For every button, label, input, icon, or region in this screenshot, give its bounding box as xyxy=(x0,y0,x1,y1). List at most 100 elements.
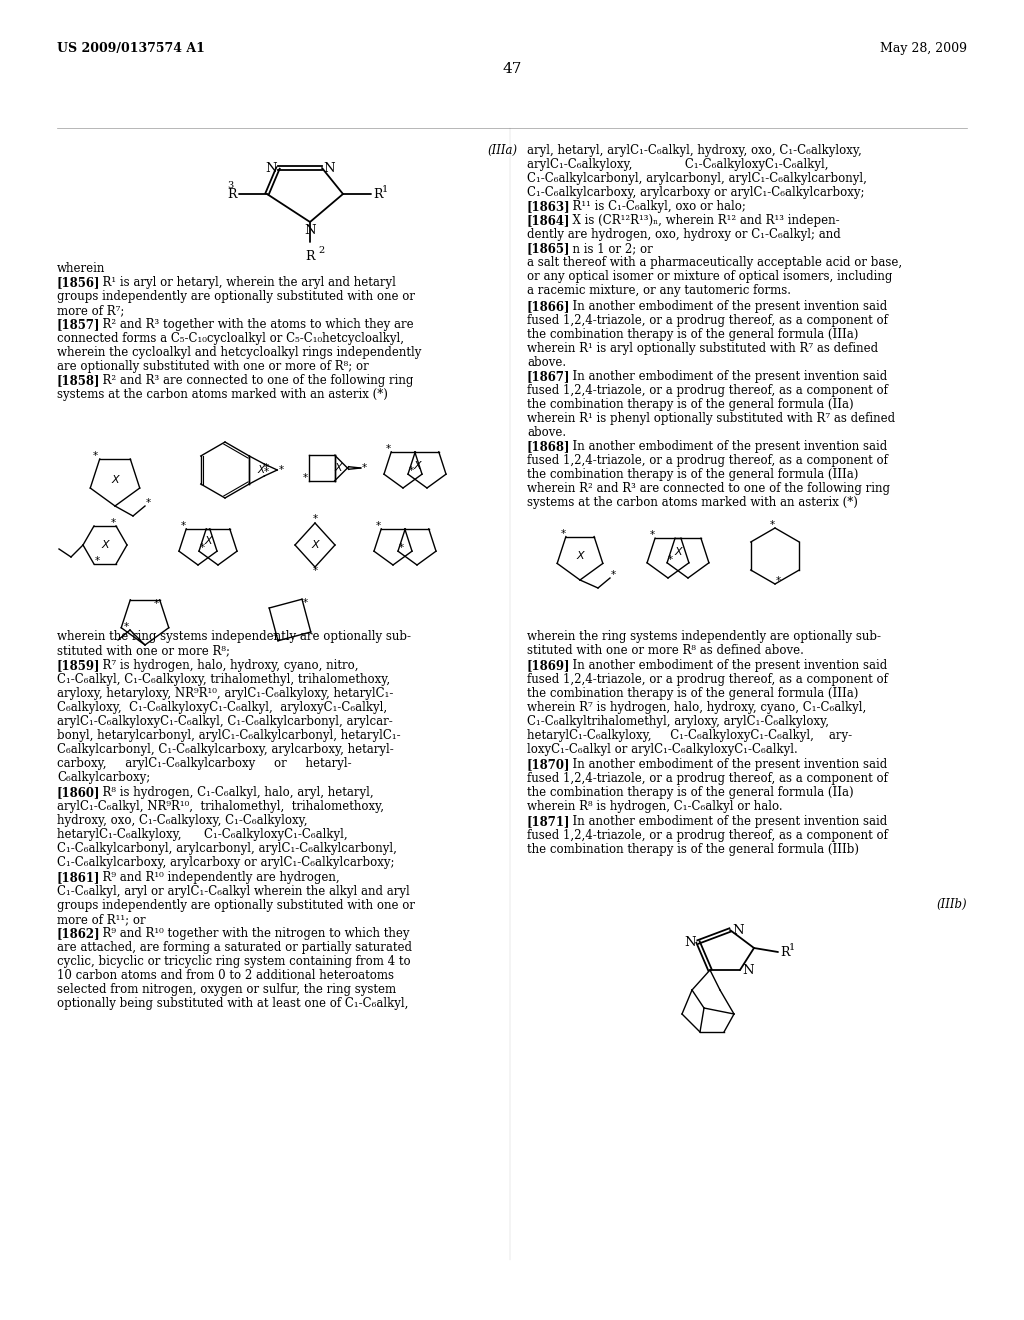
Text: the combination therapy is of the general formula (IIa): the combination therapy is of the genera… xyxy=(527,399,854,411)
Text: [1857]: [1857] xyxy=(57,318,100,331)
Text: *: * xyxy=(180,521,185,531)
Text: C₁-C₆alkylcarbonyl, arylcarbonyl, arylC₁-C₆alkylcarbonyl,: C₁-C₆alkylcarbonyl, arylcarbonyl, arylC₁… xyxy=(527,172,867,185)
Text: R² and R³ together with the atoms to which they are: R² and R³ together with the atoms to whi… xyxy=(95,318,414,331)
Text: *: * xyxy=(560,528,565,539)
Text: R⁹ and R¹⁰ independently are hydrogen,: R⁹ and R¹⁰ independently are hydrogen, xyxy=(95,871,340,884)
Text: [1868]: [1868] xyxy=(527,440,570,453)
Text: 10 carbon atoms and from 0 to 2 additional heteroatoms: 10 carbon atoms and from 0 to 2 addition… xyxy=(57,969,394,982)
Text: are optionally substituted with one or more of R⁸; or: are optionally substituted with one or m… xyxy=(57,360,369,374)
Text: *: * xyxy=(93,451,98,461)
Text: X: X xyxy=(674,546,682,557)
Text: C₁-C₆alkyl, aryl or arylC₁-C₆alkyl wherein the alkyl and aryl: C₁-C₆alkyl, aryl or arylC₁-C₆alkyl where… xyxy=(57,884,410,898)
Text: *: * xyxy=(279,465,284,475)
Text: C₁-C₆alkyl, C₁-C₆alkyloxy, trihalomethyl, trihalomethoxy,: C₁-C₆alkyl, C₁-C₆alkyloxy, trihalomethyl… xyxy=(57,673,390,686)
Text: In another embodiment of the present invention said: In another embodiment of the present inv… xyxy=(565,659,887,672)
Text: 2: 2 xyxy=(318,246,325,255)
Text: *: * xyxy=(264,467,269,477)
Text: 1: 1 xyxy=(382,185,388,194)
Text: C₁-C₆alkylcarboxy, arylcarboxy or arylC₁-C₆alkylcarboxy;: C₁-C₆alkylcarboxy, arylcarboxy or arylC₁… xyxy=(527,186,864,199)
Text: R: R xyxy=(780,945,790,958)
Text: connected forms a C₅-C₁₀cycloalkyl or C₅-C₁₀hetcycloalkyl,: connected forms a C₅-C₁₀cycloalkyl or C₅… xyxy=(57,333,404,345)
Text: wherein R⁸ is hydrogen, C₁-C₆alkyl or halo.: wherein R⁸ is hydrogen, C₁-C₆alkyl or ha… xyxy=(527,800,782,813)
Text: (IIIb): (IIIb) xyxy=(936,898,967,911)
Text: (IIIa): (IIIa) xyxy=(487,144,517,157)
Text: *: * xyxy=(303,473,308,483)
Text: systems at the carbon atoms marked with an asterix (*): systems at the carbon atoms marked with … xyxy=(527,496,858,510)
Text: wherein the ring systems independently are optionally sub-: wherein the ring systems independently a… xyxy=(527,630,881,643)
Text: R⁷ is hydrogen, halo, hydroxy, cyano, nitro,: R⁷ is hydrogen, halo, hydroxy, cyano, ni… xyxy=(95,659,358,672)
Text: more of R¹¹; or: more of R¹¹; or xyxy=(57,913,145,927)
Text: *: * xyxy=(398,544,403,553)
Text: *: * xyxy=(264,463,269,473)
Text: R² and R³ are connected to one of the following ring: R² and R³ are connected to one of the fo… xyxy=(95,374,414,387)
Text: [1859]: [1859] xyxy=(57,659,100,672)
Text: aryl, hetaryl, arylC₁-C₆alkyl, hydroxy, oxo, C₁-C₆alkyloxy,: aryl, hetaryl, arylC₁-C₆alkyl, hydroxy, … xyxy=(527,144,862,157)
Text: X: X xyxy=(577,550,584,561)
Text: *: * xyxy=(386,444,391,454)
Text: [1863]: [1863] xyxy=(527,201,570,213)
Text: *: * xyxy=(312,513,317,524)
Text: *: * xyxy=(610,570,615,579)
Text: X: X xyxy=(257,465,264,475)
Text: 1: 1 xyxy=(790,942,796,952)
Text: *: * xyxy=(312,566,317,576)
Text: wherein: wherein xyxy=(57,261,105,275)
Text: systems at the carbon atoms marked with an asterix (*): systems at the carbon atoms marked with … xyxy=(57,388,388,401)
Text: [1867]: [1867] xyxy=(527,370,570,383)
Text: C₁-C₆alkyltrihalomethyl, aryloxy, arylC₁-C₆alkyloxy,: C₁-C₆alkyltrihalomethyl, aryloxy, arylC₁… xyxy=(527,715,829,729)
Text: C₁-C₆alkylcarboxy, arylcarboxy or arylC₁-C₆alkylcarboxy;: C₁-C₆alkylcarboxy, arylcarboxy or arylC₁… xyxy=(57,855,394,869)
Text: bonyl, hetarylcarbonyl, arylC₁-C₆alkylcarbonyl, hetarylC₁-: bonyl, hetarylcarbonyl, arylC₁-C₆alkylca… xyxy=(57,729,400,742)
Text: a salt thereof with a pharmaceutically acceptable acid or base,: a salt thereof with a pharmaceutically a… xyxy=(527,256,902,269)
Text: cyclic, bicyclic or tricyclic ring system containing from 4 to: cyclic, bicyclic or tricyclic ring syste… xyxy=(57,954,411,968)
Text: loxyC₁-C₆alkyl or arylC₁-C₆alkyloxyC₁-C₆alkyl.: loxyC₁-C₆alkyl or arylC₁-C₆alkyloxyC₁-C₆… xyxy=(527,743,798,756)
Text: N: N xyxy=(323,161,335,174)
Text: *: * xyxy=(649,531,654,540)
Text: [1866]: [1866] xyxy=(527,300,570,313)
Text: R¹¹ is C₁-C₆alkyl, oxo or halo;: R¹¹ is C₁-C₆alkyl, oxo or halo; xyxy=(565,201,745,213)
Text: [1856]: [1856] xyxy=(57,276,100,289)
Text: *: * xyxy=(775,576,780,586)
Text: are attached, are forming a saturated or partially saturated: are attached, are forming a saturated or… xyxy=(57,941,412,954)
Text: *: * xyxy=(111,517,116,528)
Text: N: N xyxy=(265,161,278,174)
Text: [1861]: [1861] xyxy=(57,871,100,884)
Text: fused 1,2,4-triazole, or a prodrug thereof, as a component of: fused 1,2,4-triazole, or a prodrug there… xyxy=(527,384,888,397)
Text: *: * xyxy=(769,520,774,531)
Text: dently are hydrogen, oxo, hydroxy or C₁-C₆alkyl; and: dently are hydrogen, oxo, hydroxy or C₁-… xyxy=(527,228,841,242)
Text: wherein R¹ is aryl optionally substituted with R⁷ as defined: wherein R¹ is aryl optionally substitute… xyxy=(527,342,879,355)
Text: R⁹ and R¹⁰ together with the nitrogen to which they: R⁹ and R¹⁰ together with the nitrogen to… xyxy=(95,927,410,940)
Text: arylC₁-C₆alkyloxy,              C₁-C₆alkyloxyC₁-C₆alkyl,: arylC₁-C₆alkyloxy, C₁-C₆alkyloxyC₁-C₆alk… xyxy=(527,158,828,172)
Text: fused 1,2,4-triazole, or a prodrug thereof, as a component of: fused 1,2,4-triazole, or a prodrug there… xyxy=(527,454,888,467)
Text: *: * xyxy=(155,599,160,609)
Text: wherein R¹ is phenyl optionally substituted with R⁷ as defined: wherein R¹ is phenyl optionally substitu… xyxy=(527,412,895,425)
Text: US 2009/0137574 A1: US 2009/0137574 A1 xyxy=(57,42,205,55)
Text: In another embodiment of the present invention said: In another embodiment of the present inv… xyxy=(565,758,887,771)
Text: R⁸ is hydrogen, C₁-C₆alkyl, halo, aryl, hetaryl,: R⁸ is hydrogen, C₁-C₆alkyl, halo, aryl, … xyxy=(95,785,374,799)
Text: wherein R⁷ is hydrogen, halo, hydroxy, cyano, C₁-C₆alkyl,: wherein R⁷ is hydrogen, halo, hydroxy, c… xyxy=(527,701,866,714)
Text: R¹ is aryl or hetaryl, wherein the aryl and hetaryl: R¹ is aryl or hetaryl, wherein the aryl … xyxy=(95,276,396,289)
Text: N: N xyxy=(304,224,315,238)
Text: *: * xyxy=(668,554,673,565)
Text: *: * xyxy=(409,466,414,477)
Text: R: R xyxy=(305,249,314,263)
Text: aryloxy, hetaryloxy, NR⁹R¹⁰, arylC₁-C₆alkyloxy, hetarylC₁-: aryloxy, hetaryloxy, NR⁹R¹⁰, arylC₁-C₆al… xyxy=(57,686,393,700)
Text: *: * xyxy=(200,544,205,553)
Text: the combination therapy is of the general formula (IIa): the combination therapy is of the genera… xyxy=(527,785,854,799)
Text: carboxy,     arylC₁-C₆alkylcarboxy     or     hetaryl-: carboxy, arylC₁-C₆alkylcarboxy or hetary… xyxy=(57,756,351,770)
Text: hetarylC₁-C₆alkyloxy,     C₁-C₆alkyloxyC₁-C₆alkyl,    ary-: hetarylC₁-C₆alkyloxy, C₁-C₆alkyloxyC₁-C₆… xyxy=(527,729,852,742)
Text: arylC₁-C₆alkyl, NR⁹R¹⁰,  trihalomethyl,  trihalomethoxy,: arylC₁-C₆alkyl, NR⁹R¹⁰, trihalomethyl, t… xyxy=(57,800,384,813)
Text: In another embodiment of the present invention said: In another embodiment of the present inv… xyxy=(565,370,887,383)
Text: [1858]: [1858] xyxy=(57,374,100,387)
Text: a racemic mixture, or any tautomeric forms.: a racemic mixture, or any tautomeric for… xyxy=(527,284,791,297)
Text: n is 1 or 2; or: n is 1 or 2; or xyxy=(565,242,652,255)
Text: C₁-C₆alkylcarbonyl, arylcarbonyl, arylC₁-C₆alkylcarbonyl,: C₁-C₆alkylcarbonyl, arylcarbonyl, arylC₁… xyxy=(57,842,397,855)
Text: hydroxy, oxo, C₁-C₆alkyloxy, C₁-C₆alkyloxy,: hydroxy, oxo, C₁-C₆alkyloxy, C₁-C₆alkylo… xyxy=(57,814,307,828)
Text: stituted with one or more R⁸;: stituted with one or more R⁸; xyxy=(57,644,230,657)
Text: fused 1,2,4-triazole, or a prodrug thereof, as a component of: fused 1,2,4-triazole, or a prodrug there… xyxy=(527,673,888,686)
Text: In another embodiment of the present invention said: In another embodiment of the present inv… xyxy=(565,300,887,313)
Text: wherein the cycloalkyl and hetcycloalkyl rings independently: wherein the cycloalkyl and hetcycloalkyl… xyxy=(57,346,421,359)
Text: fused 1,2,4-triazole, or a prodrug thereof, as a component of: fused 1,2,4-triazole, or a prodrug there… xyxy=(527,829,888,842)
Text: *: * xyxy=(362,463,368,473)
Text: 47: 47 xyxy=(503,62,521,77)
Text: In another embodiment of the present invention said: In another embodiment of the present inv… xyxy=(565,440,887,453)
